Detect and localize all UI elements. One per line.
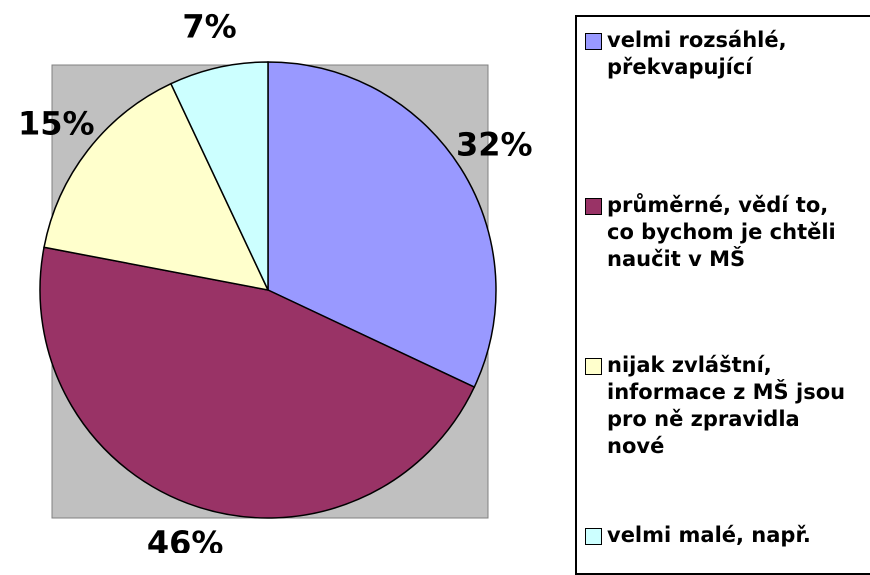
pie-slice xyxy=(39,246,476,519)
legend-entry: nijak zvláštní, informace z MŠ jsou pro … xyxy=(585,352,865,460)
data-label: 7% xyxy=(182,7,236,45)
legend-swatch xyxy=(585,528,602,545)
legend: velmi rozsáhlé, překvapující průměrné, vě… xyxy=(575,15,870,575)
pie-slice xyxy=(169,61,269,291)
data-label: 46% xyxy=(147,524,224,553)
legend-label: nijak zvláštní, informace z MŠ jsou pro … xyxy=(607,353,846,458)
data-label: 32% xyxy=(456,125,533,163)
data-label: 15% xyxy=(18,105,95,143)
page: 32% 46% 15% 7% velmi rozsáhlé, překvapující… xyxy=(17,7,870,575)
legend-label: průměrné, vědí to, co bychom je chtěli n… xyxy=(607,193,836,271)
legend-entry: velmi malé, např. xyxy=(585,522,865,549)
pie-slice xyxy=(43,82,270,292)
legend-entry: průměrné, vědí to, co bychom je chtěli n… xyxy=(585,192,865,273)
legend-entry: velmi rozsáhlé, překvapující xyxy=(585,27,865,81)
legend-swatch xyxy=(585,358,602,375)
chart: 32% 46% 15% 7% xyxy=(18,7,533,553)
pie-slice xyxy=(267,61,497,389)
legend-label: velmi malé, např. xyxy=(607,523,811,547)
legend-swatch xyxy=(585,198,602,215)
legend-label: velmi rozsáhlé, překvapující xyxy=(607,28,787,79)
legend-swatch xyxy=(585,33,602,50)
